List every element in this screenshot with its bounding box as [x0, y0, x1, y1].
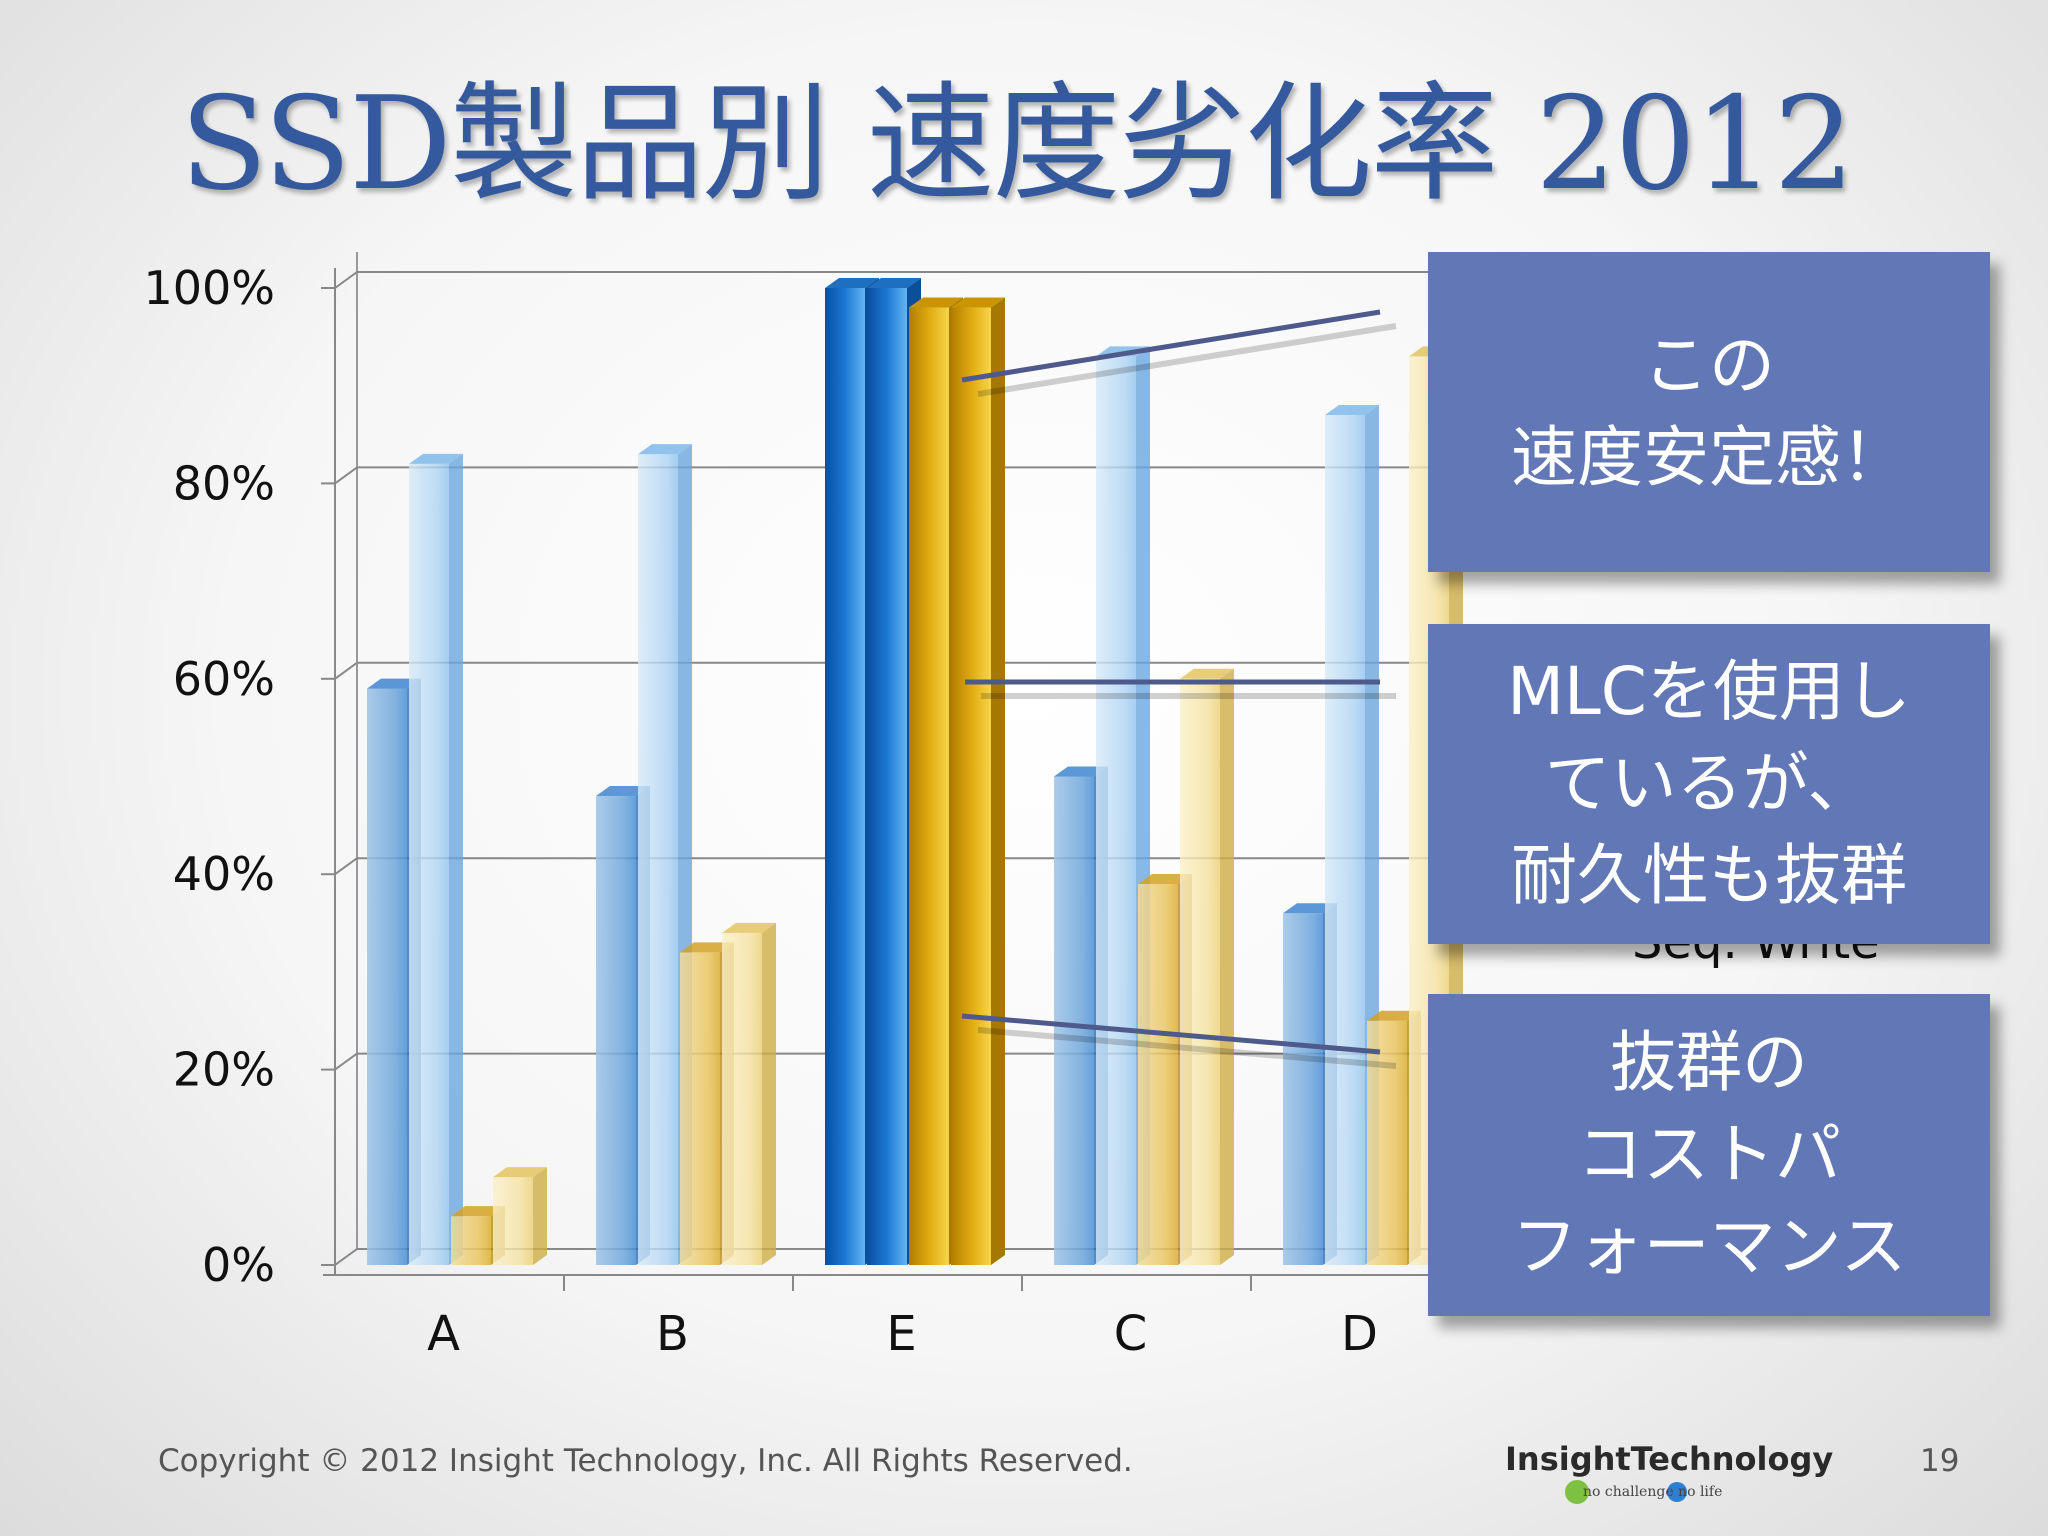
bar: [1096, 356, 1136, 1265]
bar: [680, 952, 720, 1265]
bar: [638, 454, 678, 1266]
bar-top: [1283, 903, 1337, 914]
bar: [1283, 913, 1323, 1265]
bar-side: [1220, 668, 1234, 1265]
bar-top: [1325, 405, 1379, 416]
bar: [451, 1216, 491, 1265]
bar-top: [409, 453, 463, 464]
bar: [722, 932, 762, 1265]
y-tick-label: 60%: [173, 652, 275, 706]
bar-side: [991, 297, 1005, 1265]
bar: [367, 688, 407, 1265]
gridline-diagonal: [334, 661, 358, 680]
gridline-diagonal: [334, 1052, 358, 1071]
y-tick-label: 100%: [143, 261, 275, 315]
bar: [867, 288, 907, 1265]
bar-top: [951, 297, 1005, 308]
connector-shadow: [977, 323, 1397, 397]
bar-top: [493, 1167, 547, 1178]
chart-bars: [367, 278, 1463, 1266]
x-category-label: C: [1114, 1306, 1148, 1362]
bar-top: [1054, 766, 1108, 777]
bar: [493, 1177, 533, 1265]
bar: [909, 307, 949, 1265]
bar-top: [367, 678, 421, 689]
logo-wordmark: InsightTechnology: [1505, 1440, 1834, 1478]
slide-title: SSD製品別 速度劣化率 2012: [180, 70, 1855, 219]
bar-side: [449, 453, 463, 1265]
callout-connectors: [961, 309, 1397, 1069]
gridline-diagonal: [334, 271, 358, 289]
connector-line: [961, 309, 1381, 383]
copyright-footer: Copyright © 2012 Insight Technology, Inc…: [158, 1443, 1133, 1479]
bar-top: [867, 278, 921, 288]
x-category-label: B: [656, 1306, 689, 1362]
x-category-label: D: [1341, 1306, 1378, 1362]
bar: [1138, 883, 1178, 1265]
connector-line: [961, 1013, 1381, 1055]
logo-tagline: no challenge no life: [1583, 1484, 1723, 1500]
logo-blue-dot: [1667, 1482, 1687, 1502]
bar-top: [1138, 873, 1192, 884]
bar-top: [596, 786, 650, 797]
bar-side: [762, 922, 776, 1265]
y-axis-ticks: 0% 20% 40% 60% 80% 100%: [143, 261, 275, 1292]
bar: [1054, 776, 1094, 1265]
bar: [951, 307, 991, 1265]
bar: [409, 463, 449, 1265]
bar: [596, 796, 636, 1265]
page-number: 19: [1920, 1443, 1960, 1479]
callout-speed-stability: この 速度安定感！: [1428, 252, 1990, 572]
x-category-label: E: [886, 1306, 916, 1362]
bar-top: [638, 444, 692, 455]
bar: [1325, 415, 1365, 1265]
bar-top: [722, 922, 776, 933]
gridline-diagonal: [334, 1248, 358, 1266]
bar-top: [1367, 1010, 1421, 1021]
bar: [1367, 1020, 1407, 1265]
logo-green-dot: [1565, 1480, 1589, 1504]
bar-top: [451, 1206, 505, 1217]
y-tick-label: 40%: [173, 847, 275, 901]
bar: [825, 288, 865, 1265]
gridline-diagonal: [334, 466, 358, 485]
company-logo: InsightTechnology no challenge no life: [1505, 1440, 1833, 1510]
y-tick-label: 0%: [202, 1238, 275, 1292]
y-tick-label: 20%: [173, 1043, 275, 1097]
gridline-diagonal: [334, 857, 358, 876]
callout-cost-performance: 抜群の コストパ フォーマンス: [1428, 994, 1990, 1316]
bar-top: [825, 278, 879, 288]
bar-top: [1180, 668, 1234, 679]
connector-shadow: [977, 1027, 1397, 1069]
bar-side: [533, 1167, 547, 1265]
bar: [1180, 678, 1220, 1265]
x-category-label: A: [427, 1306, 460, 1362]
bar-top: [909, 297, 963, 308]
bar-top: [680, 942, 734, 953]
callout-mlc-durability: MLCを使用し ているが、 耐久性も抜群: [1428, 624, 1990, 944]
y-tick-label: 80%: [173, 456, 275, 510]
